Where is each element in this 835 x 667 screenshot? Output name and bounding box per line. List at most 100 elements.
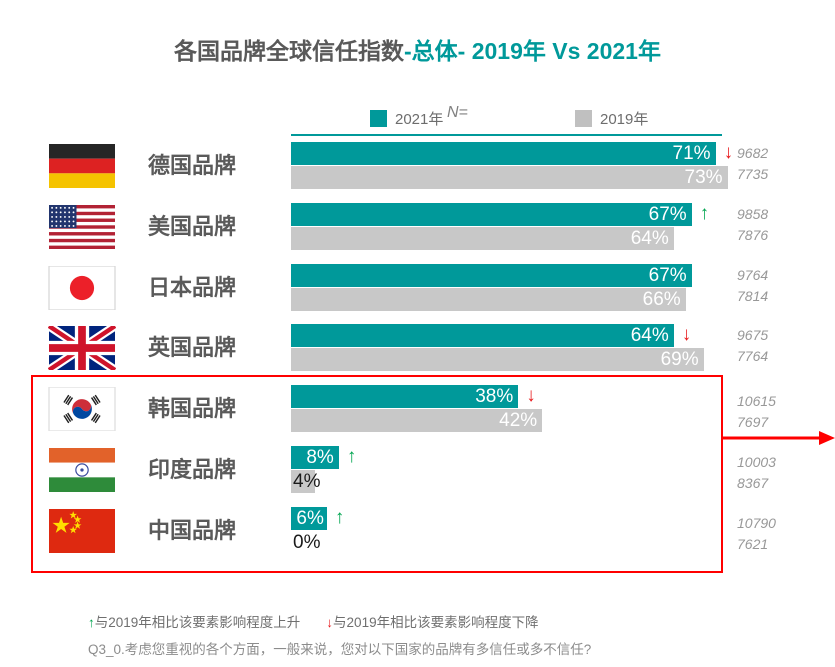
footnote-down-text: 与2019年相比该要素影响程度下降 (333, 615, 539, 630)
chart-row: 印度品牌 8% ↑ 4% 10003 8367 (0, 440, 835, 500)
japan-flag (48, 265, 116, 310)
chart-row: 日本品牌 67% 66% 9764 7814 (0, 258, 835, 318)
country-label: 印度品牌 (148, 457, 237, 482)
bar-value-2019: 4% (293, 471, 321, 492)
country-label: 美国品牌 (148, 213, 237, 239)
legend-item-2021: 2021年 (370, 105, 443, 131)
bar-2021 (291, 142, 716, 165)
legend-item-2019: 2019年 (575, 105, 648, 131)
sample-size-header: N= (447, 104, 468, 121)
footnote-up-arrow-icon: ↑ (88, 615, 95, 630)
bar-2019 (291, 226, 674, 250)
sample-size-2021: 9682 (737, 145, 769, 161)
chart-row: 德国品牌 71% ↓ 73% 9682 7735 (0, 136, 835, 196)
bar-row-2019: 42% (291, 409, 731, 433)
trend-up-icon: ↑ (346, 446, 357, 467)
bar-value-2019: 66% (642, 288, 681, 310)
sample-size-2021: 9764 (737, 266, 769, 283)
germany-flag (48, 144, 116, 188)
legend-swatch-2019 (575, 109, 592, 127)
sample-size-2019: 8367 (737, 475, 769, 491)
title-teal-part: -总体- 2019年 Vs 2021年 (404, 38, 661, 64)
sample-size-2019: 7876 (737, 226, 769, 243)
country-label: 德国品牌 (148, 153, 237, 178)
bar-2021 (291, 446, 339, 469)
chart-row: 英国品牌 64% ↓ 69% 9675 7764 (0, 318, 835, 378)
sample-size-values: 10790 7621 (737, 513, 776, 555)
sample-size-values: 9682 7735 (737, 143, 768, 185)
highlight-arrow-icon (723, 431, 835, 445)
bar-value-2019: 73% (684, 167, 723, 188)
bar-row-2019: 69% (291, 348, 731, 372)
bar-value-2019: 42% (499, 410, 538, 432)
bar-group: 71% ↓ 73% (291, 142, 733, 190)
bar-group: 38% ↓ 42% (291, 385, 731, 433)
bar-2021 (291, 506, 327, 530)
sample-size-2021: 10615 (737, 393, 776, 410)
bar-value-2021: 8% (306, 447, 334, 468)
trend-up-icon: ↑ (699, 202, 710, 224)
footnote-trend-legend: ↑与2019年相比该要素影响程度上升 ↓与2019年相比该要素影响程度下降 (88, 611, 539, 631)
india-flag (48, 448, 116, 492)
trend-up-icon: ↑ (334, 506, 345, 528)
bar-row-2019: 4% (291, 470, 731, 493)
bar-row-2019: 66% (291, 287, 731, 311)
chart-row: 韩国品牌 38% ↓ 42% 10615 7697 (0, 379, 835, 439)
bar-2019 (291, 470, 315, 493)
bar-2019 (291, 166, 728, 189)
legend-divider-rule (291, 134, 722, 136)
bar-row-2021: 64% ↓ (291, 324, 731, 348)
country-label: 日本品牌 (148, 274, 237, 300)
bar-value-2021: 67% (648, 264, 687, 286)
bar-2021 (291, 385, 519, 409)
bar-row-2021: 38% ↓ (291, 385, 731, 409)
bar-row-2019: 64% (291, 226, 731, 250)
bar-value-2021: 71% (672, 143, 711, 164)
sample-size-values: 9764 7814 (737, 265, 768, 307)
legend-label-2021: 2021年 (395, 110, 444, 128)
bar-group: 6% ↑ 0% (291, 506, 731, 555)
legend-label-2019: 2019年 (600, 110, 649, 128)
bar-row-2019: 73% (291, 166, 731, 189)
page-title: 各国品牌全球信任指数-总体- 2019年 Vs 2021年 (0, 32, 835, 66)
sample-size-2021: 10790 (737, 514, 776, 531)
sample-size-values: 10615 7697 (737, 391, 776, 433)
footnote-down-arrow-icon: ↓ (326, 615, 334, 630)
sample-size-values: 9675 7764 (737, 325, 768, 367)
sample-size-2021: 10003 (737, 454, 776, 470)
south-korea-flag (48, 387, 116, 432)
bar-value-2021: 67% (648, 203, 687, 225)
sample-size-2019: 7697 (737, 414, 769, 431)
chart-legend: 2021年 2019年 (291, 105, 811, 131)
bar-row-2021: 67% ↑ (291, 202, 731, 226)
country-label: 韩国品牌 (148, 396, 237, 422)
bar-2019 (291, 409, 543, 433)
title-gray-part: 各国品牌全球信任指数 (174, 38, 405, 64)
sample-size-values: 10003 8367 (737, 452, 776, 494)
footnote-question: Q3_0.考虑您重视的各个方面，一般来说，您对以下国家的品牌有多信任或多不信任? (88, 642, 592, 657)
bar-2021 (291, 202, 692, 226)
bar-value-2019: 69% (660, 349, 699, 371)
sample-size-values: 9858 7876 (737, 204, 768, 246)
chart-row: 中国品牌 6% ↑ 0% 10790 7621 (0, 501, 835, 561)
trend-down-icon: ↓ (526, 385, 536, 407)
bar-row-2019: 0% (291, 531, 731, 554)
country-label: 英国品牌 (148, 335, 237, 361)
trend-down-icon: ↓ (681, 324, 692, 346)
bar-row-2021: 8% ↑ (291, 446, 731, 469)
bar-value-2019: 0% (293, 531, 321, 553)
bar-row-2021: 67% (291, 263, 731, 287)
usa-flag (48, 204, 116, 249)
bar-group: 67% 66% (291, 263, 731, 312)
bar-2019 (291, 287, 686, 311)
country-label: 中国品牌 (148, 517, 237, 543)
chart-row: 美国品牌 67% ↑ 64% 9858 7876 (0, 197, 835, 257)
sample-size-2019: 7735 (737, 166, 769, 182)
bar-value-2021: 6% (296, 507, 324, 529)
china-flag (48, 508, 116, 553)
sample-size-2021: 9858 (737, 205, 769, 222)
bar-2021 (291, 324, 674, 348)
bar-2019 (291, 348, 704, 372)
bar-group: 8% ↑ 4% (291, 446, 731, 494)
